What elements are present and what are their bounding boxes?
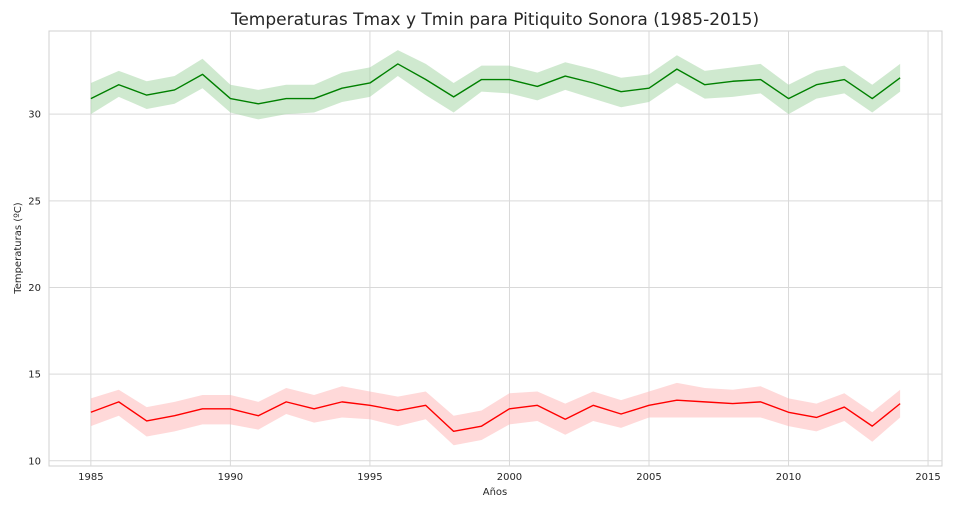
x-tick-label: 2010 bbox=[776, 472, 801, 483]
series-2-line bbox=[90, 399, 901, 433]
series-1-line bbox=[90, 63, 901, 105]
series-1-band bbox=[90, 50, 901, 120]
series-lines bbox=[90, 63, 901, 433]
y-tick-label: 20 bbox=[28, 283, 41, 294]
x-tick-label: 2005 bbox=[636, 472, 661, 483]
chart-title: Temperaturas Tmax y Tmin para Pitiquito … bbox=[230, 10, 759, 30]
y-tick-label: 25 bbox=[28, 196, 41, 207]
y-tick-label: 15 bbox=[28, 370, 41, 381]
x-tick-label: 1990 bbox=[218, 472, 243, 483]
x-tick-label: 1985 bbox=[78, 472, 103, 483]
y-tick-labels: 10 15 20 25 30 bbox=[28, 110, 41, 468]
x-tick-label: 2000 bbox=[497, 472, 522, 483]
y-axis-label: Temperaturas (ºC) bbox=[13, 202, 24, 295]
series-2-band bbox=[90, 382, 901, 446]
x-tick-labels: 1985 1990 1995 2000 2005 2010 2015 bbox=[78, 472, 941, 483]
y-tick-label: 10 bbox=[28, 456, 41, 467]
x-tick-label: 2015 bbox=[915, 472, 940, 483]
confidence-bands bbox=[90, 50, 901, 446]
x-tick-label: 1995 bbox=[357, 472, 382, 483]
y-tick-label: 30 bbox=[28, 110, 41, 121]
x-axis-label: Años bbox=[483, 487, 508, 498]
